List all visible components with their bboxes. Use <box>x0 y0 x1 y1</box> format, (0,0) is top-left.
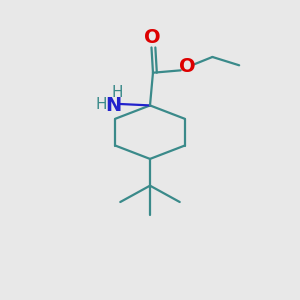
Text: O: O <box>179 57 196 76</box>
Text: N: N <box>105 96 122 115</box>
Text: O: O <box>144 28 161 47</box>
Text: H: H <box>95 97 107 112</box>
Text: H: H <box>111 85 123 100</box>
